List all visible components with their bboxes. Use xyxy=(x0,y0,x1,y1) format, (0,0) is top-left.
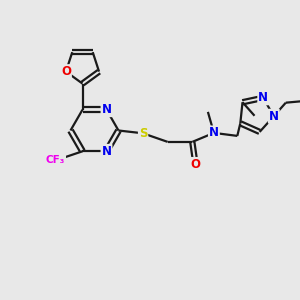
Text: O: O xyxy=(61,65,71,78)
Text: N: N xyxy=(258,92,268,104)
Text: CF₃: CF₃ xyxy=(46,155,65,165)
Text: N: N xyxy=(269,110,279,123)
Text: O: O xyxy=(190,158,200,171)
Text: S: S xyxy=(139,127,147,140)
Text: N: N xyxy=(101,145,112,158)
Text: N: N xyxy=(101,103,112,116)
Text: N: N xyxy=(209,126,219,140)
